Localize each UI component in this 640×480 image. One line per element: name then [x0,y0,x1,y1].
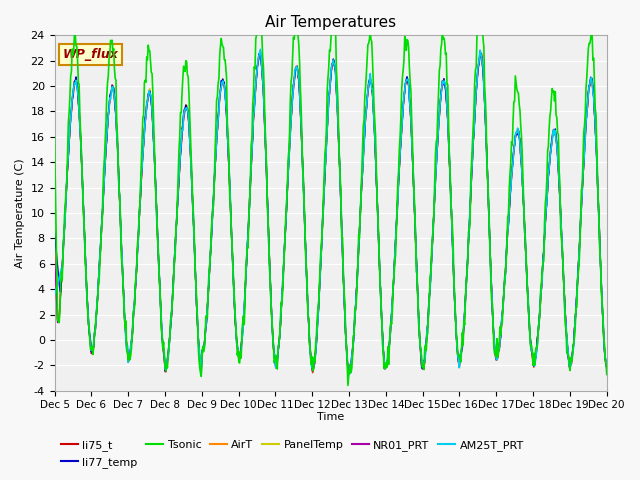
X-axis label: Time: Time [317,412,344,422]
Text: WP_flux: WP_flux [63,48,118,61]
Title: Air Temperatures: Air Temperatures [265,15,396,30]
Legend: li75_t, li77_temp, Tsonic, AirT, PanelTemp, NR01_PRT, AM25T_PRT: li75_t, li77_temp, Tsonic, AirT, PanelTe… [57,436,528,472]
Y-axis label: Air Temperature (C): Air Temperature (C) [15,158,25,268]
